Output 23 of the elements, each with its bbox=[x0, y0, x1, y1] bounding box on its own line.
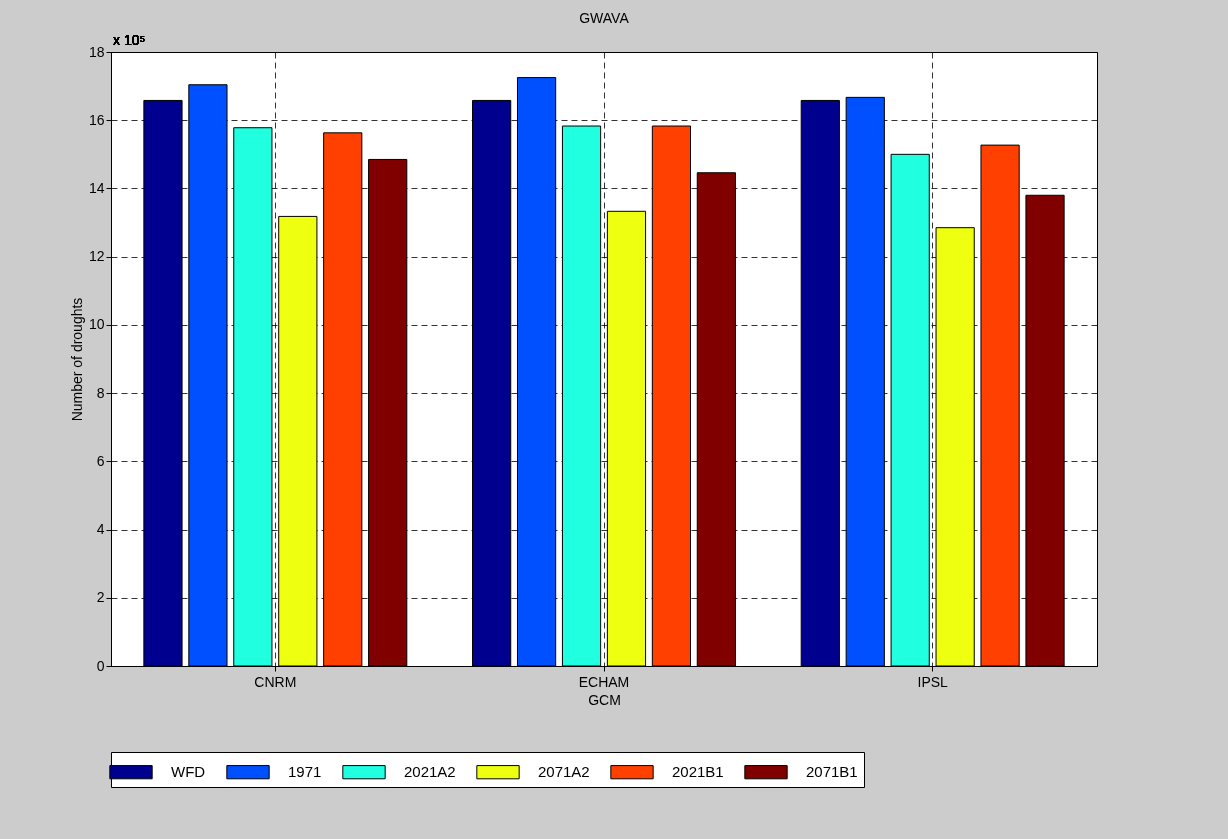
y-tick-label: 6 bbox=[96, 452, 105, 469]
legend-label: 2021B1 bbox=[672, 763, 724, 781]
legend-label: 1971 bbox=[288, 763, 322, 781]
legend-label: 2071B1 bbox=[806, 763, 858, 781]
text: x 10⁵ bbox=[113, 32, 146, 48]
x-tick-label: ECHAM bbox=[578, 673, 630, 690]
y-tick-label: 0 bbox=[96, 657, 105, 674]
x-axis-title: GCM bbox=[588, 691, 621, 708]
y-tick-label: 2 bbox=[96, 589, 105, 606]
y-tick-label: 12 bbox=[88, 248, 105, 265]
y-tick-label: 8 bbox=[96, 384, 105, 401]
y-tick-label: 16 bbox=[88, 111, 105, 128]
x-tick-label: CNRM bbox=[254, 673, 297, 690]
legend-label: WFD bbox=[171, 763, 206, 781]
y-tick-label: 10 bbox=[88, 316, 105, 333]
legend-label: 2021A2 bbox=[404, 763, 456, 781]
y-axis-title: Number of droughts bbox=[68, 297, 85, 422]
y-tick-label: 18 bbox=[88, 43, 105, 60]
legend-label: 2071A2 bbox=[538, 763, 590, 781]
y-tick-label: 4 bbox=[96, 521, 105, 538]
y-tick-label: 14 bbox=[88, 179, 105, 196]
chart-title: GWAVA bbox=[579, 10, 630, 26]
x-tick-label: IPSL bbox=[917, 673, 949, 690]
